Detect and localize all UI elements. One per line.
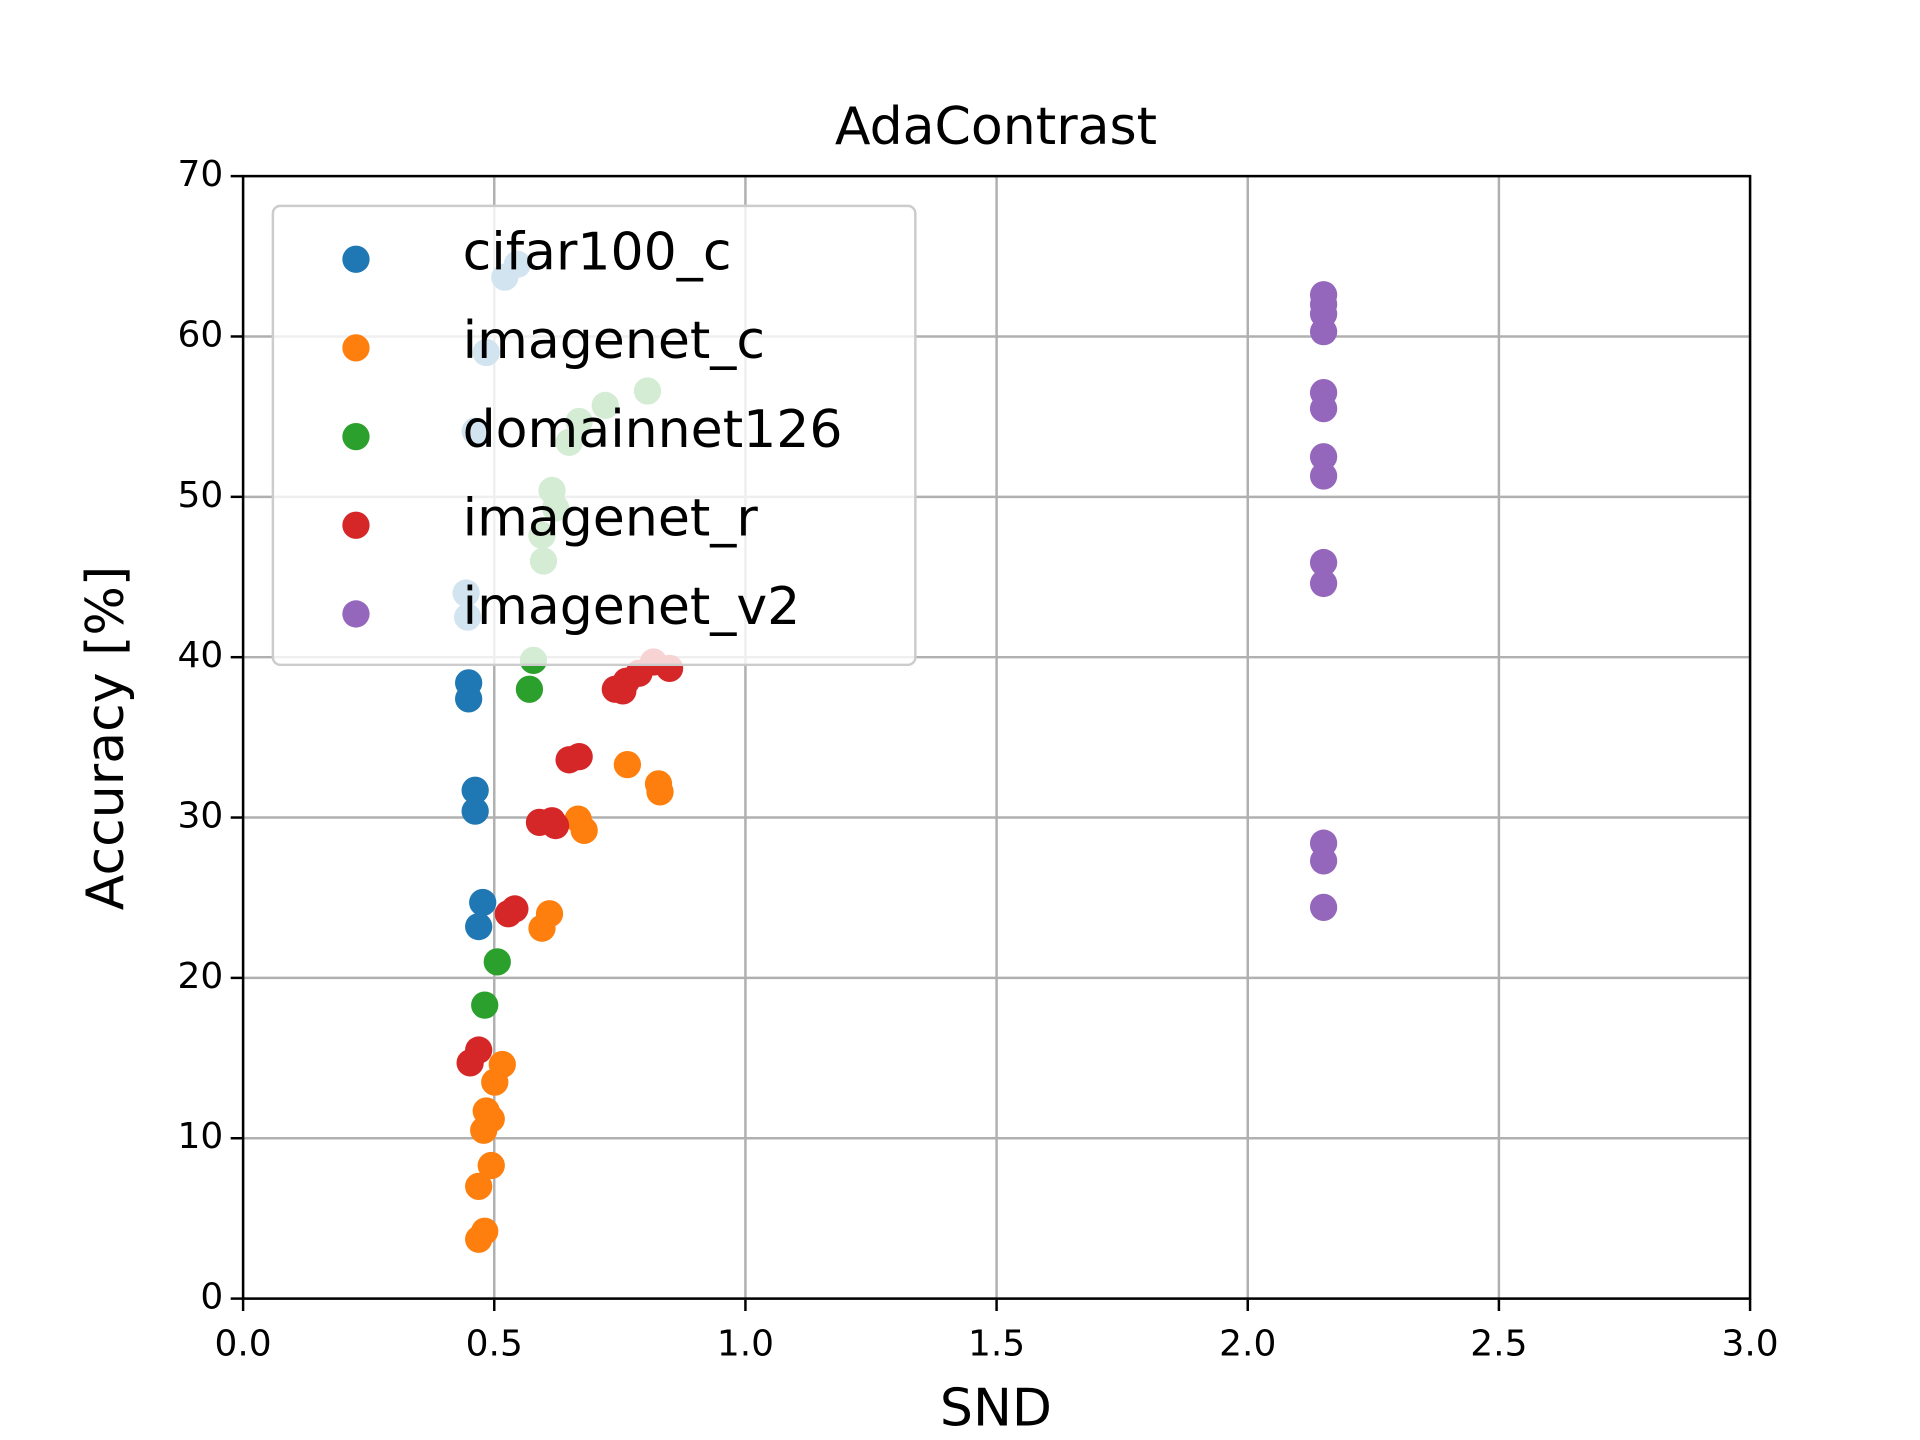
x-tick-label: 1.0 [717, 1324, 774, 1365]
point [461, 797, 489, 825]
y-axis-label: Accuracy [%] [76, 566, 136, 910]
point [461, 776, 489, 804]
point [501, 895, 529, 923]
legend-marker [342, 600, 370, 628]
point [472, 1097, 500, 1125]
point [1309, 443, 1338, 471]
point [1309, 318, 1338, 346]
x-tick-label: 3.0 [1721, 1324, 1778, 1365]
point [471, 991, 499, 1019]
legend-label: imagenet_v2 [463, 577, 801, 637]
point [465, 1172, 493, 1200]
legend-label: imagenet_r [463, 489, 759, 549]
point [565, 742, 593, 771]
point [477, 1151, 505, 1180]
point [465, 912, 493, 941]
y-tick-label: 70 [178, 154, 224, 195]
x-tick-label: 0.5 [466, 1324, 523, 1365]
legend-marker [342, 245, 370, 273]
point [541, 811, 570, 840]
point [613, 750, 642, 779]
x-axis-label: SND [940, 1378, 1052, 1438]
point [1309, 548, 1338, 577]
point [1309, 394, 1338, 423]
chart-title: AdaContrast [835, 97, 1157, 157]
point [469, 888, 497, 917]
legend-marker [342, 422, 370, 451]
y-tick-label: 50 [178, 475, 224, 516]
point [535, 900, 564, 928]
x-tick-label: 0.0 [215, 1324, 272, 1365]
y-tick-label: 40 [178, 635, 224, 676]
point [483, 948, 511, 976]
y-tick-label: 60 [178, 314, 224, 355]
point [1309, 569, 1338, 598]
legend-label: imagenet_c [463, 311, 765, 371]
legend-marker [342, 334, 370, 362]
x-tick-label: 1.5 [968, 1324, 1025, 1365]
legend-label: domainnet126 [463, 400, 843, 460]
y-tick-label: 0 [200, 1277, 223, 1318]
point [471, 1217, 499, 1245]
point [570, 816, 598, 845]
y-tick-label: 10 [178, 1116, 224, 1157]
y-tick-label: 30 [178, 796, 224, 837]
legend-label: cifar100_c [463, 223, 732, 283]
point [488, 1050, 516, 1079]
point [515, 675, 544, 703]
point [1309, 847, 1338, 875]
point [1309, 462, 1338, 490]
point [646, 778, 674, 806]
x-tick-label: 2.5 [1470, 1324, 1527, 1365]
legend-box [271, 204, 917, 667]
y-tick-label: 20 [178, 956, 224, 997]
axes-frame [241, 174, 1752, 1300]
point [1309, 893, 1338, 921]
legend-marker [342, 511, 370, 539]
point [465, 1036, 493, 1064]
point [455, 685, 483, 713]
x-tick-label: 2.0 [1219, 1324, 1276, 1365]
